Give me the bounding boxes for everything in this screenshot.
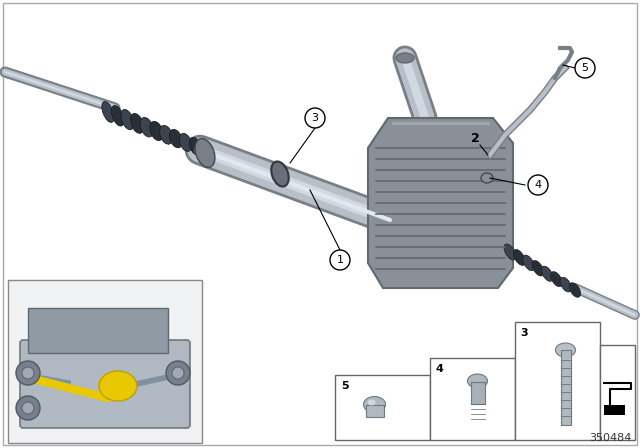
Circle shape (305, 108, 325, 128)
Text: 5: 5 (582, 63, 589, 73)
Bar (600, 345, 635, 440)
Polygon shape (368, 118, 513, 288)
Ellipse shape (121, 109, 134, 129)
Circle shape (166, 361, 190, 385)
Text: 5: 5 (341, 381, 349, 391)
Ellipse shape (140, 117, 154, 137)
Bar (8, 280, 202, 443)
Circle shape (575, 58, 595, 78)
FancyBboxPatch shape (20, 340, 190, 428)
Ellipse shape (541, 266, 553, 281)
Text: 3: 3 (520, 328, 527, 338)
Ellipse shape (532, 261, 543, 276)
Bar (430, 358, 515, 440)
Bar (515, 322, 600, 440)
Circle shape (22, 402, 34, 414)
Text: 4: 4 (534, 180, 541, 190)
Ellipse shape (189, 138, 201, 155)
Ellipse shape (467, 374, 488, 388)
Ellipse shape (513, 250, 525, 265)
Ellipse shape (99, 371, 137, 401)
Text: 2: 2 (470, 132, 479, 145)
Ellipse shape (102, 102, 114, 122)
Ellipse shape (271, 161, 289, 186)
Ellipse shape (131, 113, 144, 134)
Circle shape (172, 367, 184, 379)
Bar (28, 308, 168, 353)
Bar (335, 375, 430, 440)
Circle shape (330, 250, 350, 270)
Ellipse shape (570, 283, 580, 297)
Bar (604, 405, 625, 414)
Ellipse shape (111, 106, 124, 126)
Ellipse shape (481, 173, 493, 183)
Circle shape (16, 361, 40, 385)
Ellipse shape (150, 121, 163, 141)
Ellipse shape (556, 343, 575, 357)
Ellipse shape (523, 255, 534, 271)
Text: 3: 3 (312, 113, 319, 123)
Ellipse shape (170, 129, 182, 148)
Circle shape (22, 367, 34, 379)
Bar (470, 382, 484, 404)
Ellipse shape (560, 277, 572, 292)
Ellipse shape (396, 53, 414, 63)
Circle shape (16, 396, 40, 420)
Ellipse shape (367, 400, 376, 405)
Bar (561, 350, 570, 425)
Ellipse shape (364, 396, 385, 413)
Ellipse shape (179, 134, 192, 151)
Ellipse shape (159, 125, 173, 144)
Ellipse shape (504, 244, 516, 260)
Ellipse shape (195, 138, 215, 168)
Text: 4: 4 (435, 364, 443, 374)
Bar (365, 405, 383, 417)
Ellipse shape (551, 271, 562, 287)
Text: 1: 1 (337, 255, 344, 265)
Ellipse shape (199, 142, 211, 159)
Circle shape (528, 175, 548, 195)
Text: 350484: 350484 (589, 433, 632, 443)
